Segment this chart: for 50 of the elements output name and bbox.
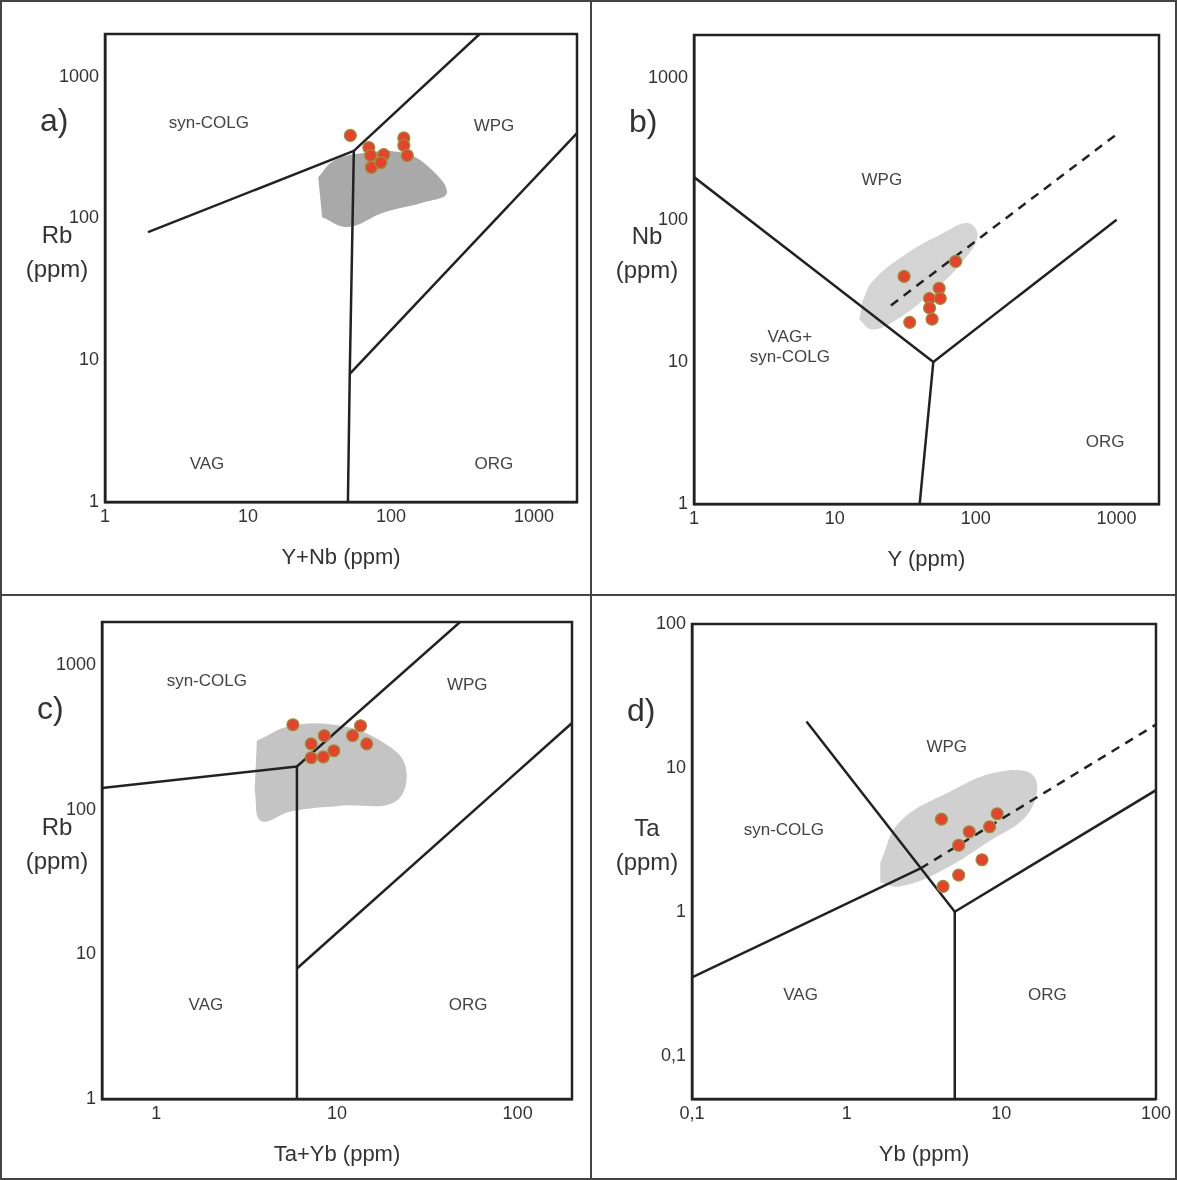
x-tick-label: 100 bbox=[502, 1102, 533, 1123]
x-axis-title: Yb (ppm) bbox=[878, 1141, 970, 1167]
y-tick-label: 1 bbox=[675, 900, 686, 921]
annotation: WPG bbox=[473, 115, 515, 135]
y-tick-label: 10 bbox=[78, 349, 99, 370]
annotation: VAG bbox=[783, 984, 818, 1004]
x-tick-label: 1000 bbox=[1096, 507, 1137, 528]
annotation: syn-COLG bbox=[166, 670, 247, 690]
x-tick-label: 100 bbox=[1140, 1102, 1172, 1123]
annotation: ORG bbox=[448, 994, 488, 1014]
y-tick-label: 1000 bbox=[647, 66, 688, 87]
y-tick-label: 1000 bbox=[55, 654, 96, 675]
y-axis-title: Ta (ppm) bbox=[615, 814, 679, 876]
annotation: WPG bbox=[446, 674, 488, 694]
text: c) bbox=[37, 689, 64, 726]
y-tick-label: 10 bbox=[75, 943, 96, 964]
annotation: WPG bbox=[926, 736, 968, 756]
x-tick-label: 100 bbox=[960, 507, 991, 528]
y-tick-label: 1000 bbox=[58, 65, 99, 86]
x-axis-title: Ta+Yb (ppm) bbox=[273, 1141, 401, 1167]
annotation: syn-COLG bbox=[743, 819, 825, 839]
y-tick-label: 0,1 bbox=[660, 1044, 686, 1065]
x-tick-label: 100 bbox=[375, 505, 406, 526]
annotation: ORG bbox=[474, 454, 514, 474]
x-tick-label: 10 bbox=[326, 1102, 348, 1123]
x-tick-label: 10 bbox=[237, 505, 258, 526]
y-tick-label: 1 bbox=[88, 490, 99, 511]
annotation: VAG bbox=[189, 454, 225, 474]
annotation: ORG bbox=[1028, 984, 1067, 1004]
annotation: VAG bbox=[188, 994, 224, 1014]
annotation: syn-COLG bbox=[168, 112, 249, 132]
text: b) bbox=[629, 102, 658, 139]
x-axis-title: Y (ppm) bbox=[887, 546, 966, 572]
x-tick-label: 1000 bbox=[513, 505, 554, 526]
x-tick-label: 10 bbox=[824, 507, 845, 528]
y-tick-label: 1 bbox=[85, 1087, 96, 1108]
y-tick-label: 100 bbox=[65, 798, 96, 819]
text: d) bbox=[627, 691, 656, 728]
annotation: WPG bbox=[861, 169, 903, 189]
x-tick-label: 10 bbox=[991, 1102, 1012, 1123]
y-tick-label: 100 bbox=[655, 612, 686, 633]
annotation: VAG+ syn-COLG bbox=[749, 326, 830, 366]
y-tick-label: 1 bbox=[677, 492, 688, 513]
x-tick-label: 1 bbox=[841, 1102, 852, 1123]
x-tick-label: 1 bbox=[151, 1102, 162, 1123]
y-tick-label: 10 bbox=[665, 756, 686, 777]
y-tick-label: 10 bbox=[667, 350, 688, 371]
annotation: ORG bbox=[1085, 431, 1125, 451]
text: a) bbox=[40, 101, 69, 138]
x-axis-title: Y+Nb (ppm) bbox=[281, 544, 401, 570]
